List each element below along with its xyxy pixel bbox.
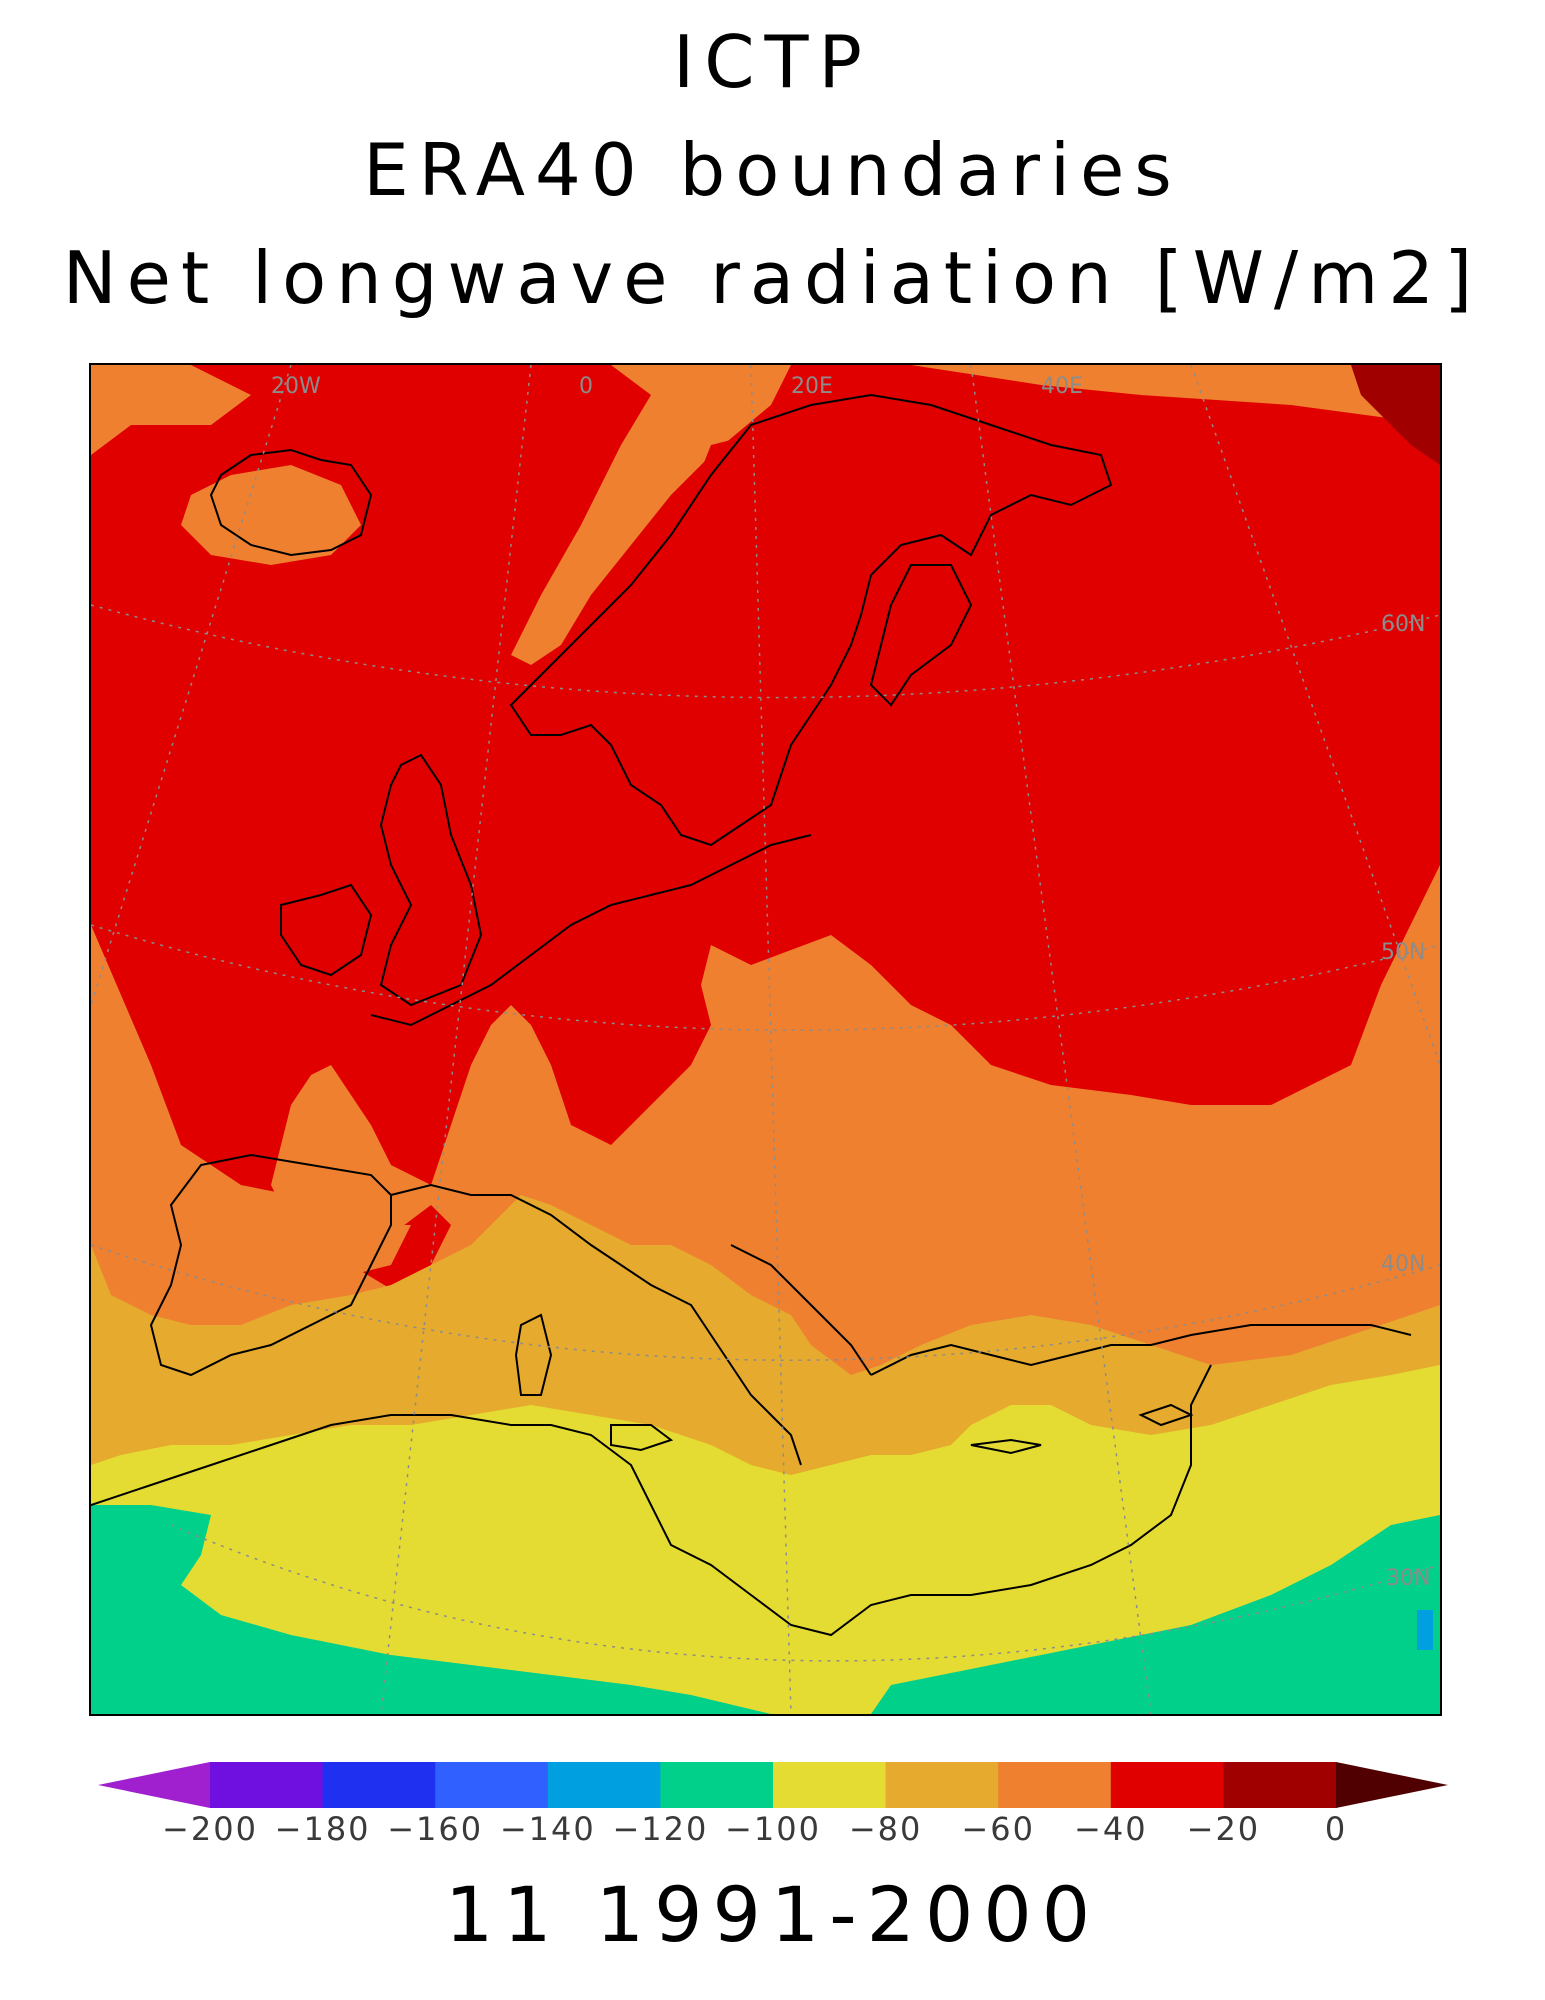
colorbar-tick-label: −200 (162, 1810, 258, 1848)
map-panel: 20W 0 20E 40E 60N 50N 40N 30N (89, 363, 1442, 1716)
colorbar-swatch (998, 1762, 1112, 1808)
colorbar-swatch (210, 1762, 324, 1808)
colorbar-swatch (547, 1762, 661, 1808)
band-blue-spot (1417, 1610, 1433, 1650)
colorbar-tick-label: −40 (1074, 1810, 1148, 1848)
colorbar-tick-label: −180 (274, 1810, 371, 1848)
band-orange-arctic (911, 365, 1440, 425)
graticule (91, 365, 1440, 1714)
lon-label-20e: 20E (791, 374, 833, 399)
colorbar-swatch (1110, 1762, 1224, 1808)
band-orange-norwegian (511, 365, 791, 665)
band-orange-iceland (181, 465, 361, 565)
colorbar-swatch (660, 1762, 774, 1808)
lon-label-0: 0 (579, 374, 593, 399)
colorbar-swatch (435, 1762, 549, 1808)
lat-label-40n: 40N (1381, 1252, 1425, 1277)
colorbar (98, 1762, 1448, 1808)
colorbar-swatch (1223, 1762, 1337, 1808)
title-line-1: ICTP (673, 20, 872, 104)
period-label: 11 1991-2000 (444, 1870, 1101, 1959)
colorbar-swatch (885, 1762, 999, 1808)
lon-label-20w: 20W (271, 374, 321, 399)
title-line-2: ERA40 boundaries (363, 128, 1182, 212)
colorbar-tick-label: −60 (961, 1810, 1035, 1848)
band-green-west (91, 1505, 771, 1714)
colorbar-arrow-left (98, 1762, 210, 1808)
colorbar-tick-label: −100 (725, 1810, 821, 1848)
band-darkred (1351, 365, 1440, 465)
lat-label-30n: 30N (1386, 1566, 1430, 1591)
colorbar-tick-label: 0 (1324, 1810, 1348, 1848)
lat-label-60n: 60N (1381, 612, 1425, 637)
colorbar-tick-label: −160 (387, 1810, 484, 1848)
band-green-south (871, 1515, 1440, 1714)
colorbar-tick-label: −20 (1186, 1810, 1261, 1848)
map-svg: 20W 0 20E 40E 60N 50N 40N 30N (91, 365, 1440, 1714)
colorbar-tick-label: −80 (848, 1810, 923, 1848)
colorbar-tick-label: −140 (499, 1810, 596, 1848)
colorbar-arrow-right (1336, 1762, 1448, 1808)
band-yellow (91, 1365, 1440, 1714)
band-red-scandinavia (691, 395, 1231, 845)
coastlines (91, 393, 1412, 1637)
lat-label-50n: 50N (1381, 940, 1425, 965)
title-line-3: Net longwave radiation [W/m2] (62, 236, 1483, 320)
colorbar-swatch (322, 1762, 436, 1808)
colorbar-tick-label: −120 (612, 1810, 709, 1848)
colorbar-swatch (773, 1762, 887, 1808)
lon-label-40e: 40E (1041, 374, 1083, 399)
